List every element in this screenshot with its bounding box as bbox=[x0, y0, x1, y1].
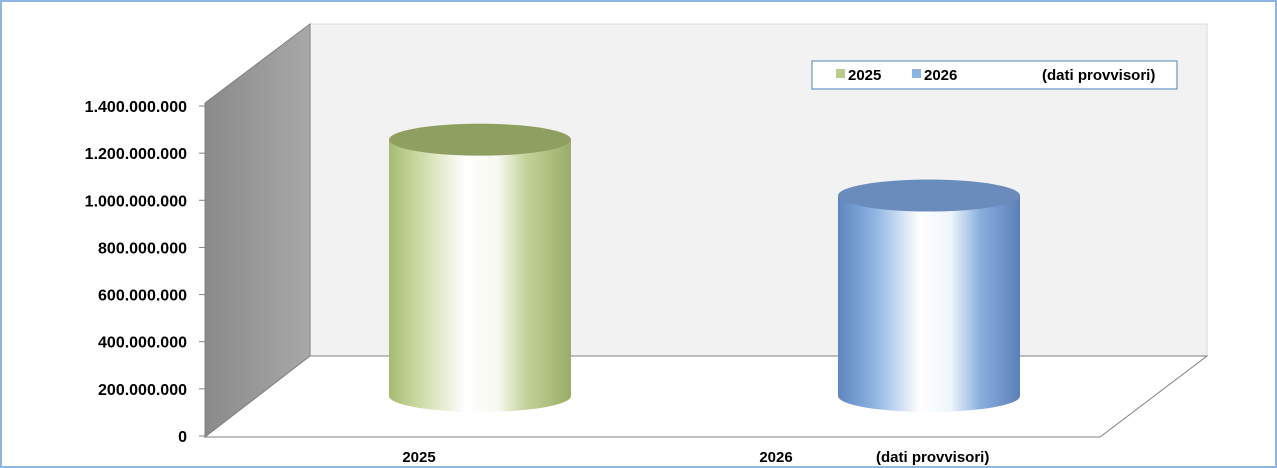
x-category-note: (dati provvisori) bbox=[876, 449, 989, 466]
y-tick-label: 200.000.000 bbox=[98, 382, 187, 399]
legend-swatch-2026 bbox=[912, 69, 921, 78]
legend-label-2025: 2025 bbox=[848, 67, 881, 84]
y-axis-ticks: 0 200.000.000 400.000.000 600.000.000 800.00… bbox=[85, 99, 205, 446]
bar-top bbox=[838, 179, 1020, 212]
y-tick-label: 800.000.000 bbox=[98, 240, 187, 257]
bar-body bbox=[838, 195, 1020, 412]
bar-2025 bbox=[389, 123, 571, 412]
chart-floor bbox=[203, 355, 1209, 438]
y-tick-label: 0 bbox=[178, 429, 187, 446]
bars-group bbox=[389, 123, 1020, 412]
category-labels: 2025 2026 (dati provvisori) bbox=[402, 449, 989, 466]
y-tick-label: 400.000.000 bbox=[98, 335, 187, 352]
legend-label-2026: 2026 bbox=[924, 67, 957, 84]
legend-swatch-2025 bbox=[836, 69, 845, 78]
y-tick-label: 1.000.000.000 bbox=[85, 193, 187, 210]
y-tick-label: 600.000.000 bbox=[98, 288, 187, 305]
legend-box bbox=[811, 60, 1178, 90]
y-tick-label: 1.200.000.000 bbox=[85, 146, 187, 163]
x-category-label: 2026 bbox=[759, 449, 792, 466]
y-tick-label: 1.400.000.000 bbox=[85, 99, 187, 116]
legend: 2025 2026 (dati provvisori) bbox=[811, 60, 1178, 90]
bar-body bbox=[389, 139, 571, 412]
bar-top bbox=[389, 123, 571, 156]
bar-2026 bbox=[838, 179, 1020, 412]
legend-note: (dati provvisori) bbox=[1042, 67, 1155, 84]
x-category-label: 2025 bbox=[402, 449, 435, 466]
